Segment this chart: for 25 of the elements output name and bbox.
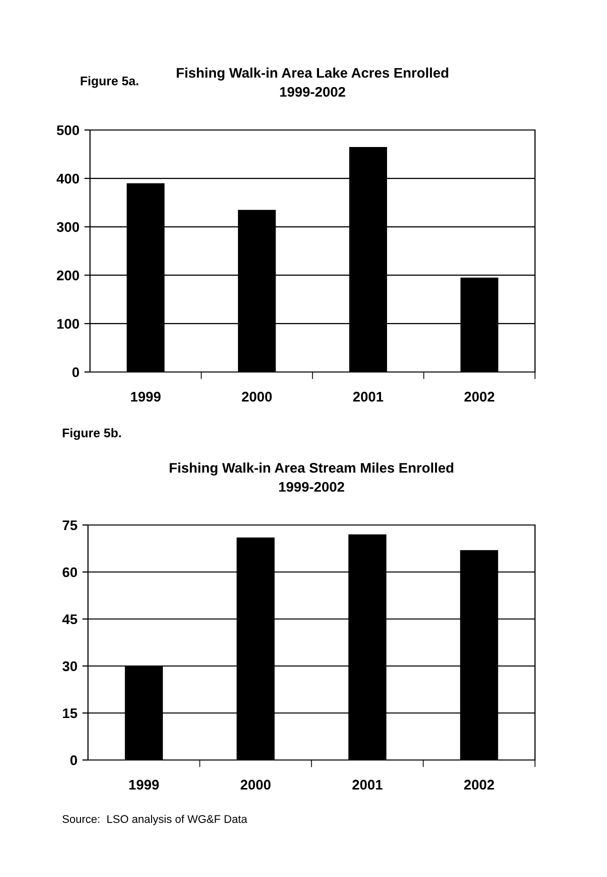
y-tick-label: 300 xyxy=(56,222,80,232)
x-tick-label: 2001 xyxy=(352,780,382,790)
chart-title: Fishing Walk-in Area Lake Acres Enrolled 1999-2002 xyxy=(176,68,448,97)
x-tick-label: 1999 xyxy=(129,780,159,790)
x-tick-label: 2002 xyxy=(464,780,494,790)
y-tick-label: 100 xyxy=(57,318,80,329)
y-tick-label: 60 xyxy=(62,567,78,578)
y-tick-label: 0 xyxy=(70,755,78,766)
y-tick-label: 45 xyxy=(62,614,78,624)
y-tick-label: 0 xyxy=(72,367,80,378)
y-tick-label: 75 xyxy=(62,520,78,530)
y-tick-label: 400 xyxy=(56,174,80,184)
x-tick-label: 2001 xyxy=(353,392,384,402)
y-tick-label: 30 xyxy=(62,661,78,672)
y-tick-label: 15 xyxy=(63,708,78,718)
x-tick-label: 1999 xyxy=(131,392,161,402)
x-tick-label: 2000 xyxy=(242,392,272,402)
caption: Figure 5a. xyxy=(80,76,138,88)
source-note: Source: LSO analysis of WG&F Data xyxy=(62,814,248,826)
x-tick-label: 2000 xyxy=(240,780,271,790)
y-tick-label: 500 xyxy=(56,125,80,136)
caption: Figure 5b. xyxy=(62,428,121,440)
chart-title: Fishing Walk-in Area Stream Miles Enrolled 1999-2002 xyxy=(170,462,454,492)
y-tick-label: 200 xyxy=(56,270,80,280)
x-tick-label: 2002 xyxy=(464,392,494,402)
